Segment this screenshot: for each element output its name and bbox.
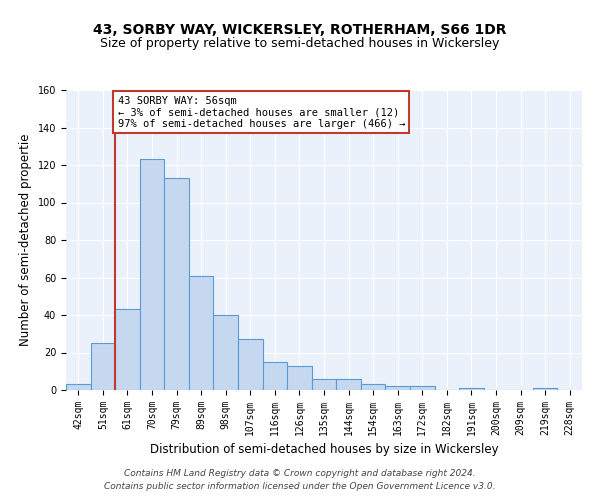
Text: Contains public sector information licensed under the Open Government Licence v3: Contains public sector information licen… (104, 482, 496, 491)
Bar (385, 386, 410, 390)
Bar (91, 343, 115, 390)
Bar (66, 384, 91, 390)
Text: Size of property relative to semi-detached houses in Wickersley: Size of property relative to semi-detach… (100, 38, 500, 51)
Bar (140, 160, 164, 390)
Bar (361, 384, 385, 390)
Bar (164, 178, 189, 390)
Bar (214, 315, 238, 390)
Bar (287, 366, 312, 390)
Bar (115, 310, 140, 390)
Bar (410, 386, 434, 390)
Text: 43 SORBY WAY: 56sqm
← 3% of semi-detached houses are smaller (12)
97% of semi-de: 43 SORBY WAY: 56sqm ← 3% of semi-detache… (118, 96, 405, 129)
Text: Contains HM Land Registry data © Crown copyright and database right 2024.: Contains HM Land Registry data © Crown c… (124, 468, 476, 477)
Bar (336, 379, 361, 390)
Bar (189, 276, 214, 390)
Bar (238, 340, 263, 390)
Bar (459, 388, 484, 390)
X-axis label: Distribution of semi-detached houses by size in Wickersley: Distribution of semi-detached houses by … (149, 444, 499, 456)
Bar (263, 362, 287, 390)
Bar (533, 388, 557, 390)
Text: 43, SORBY WAY, WICKERSLEY, ROTHERHAM, S66 1DR: 43, SORBY WAY, WICKERSLEY, ROTHERHAM, S6… (93, 22, 507, 36)
Bar (312, 379, 336, 390)
Y-axis label: Number of semi-detached propertie: Number of semi-detached propertie (19, 134, 32, 346)
